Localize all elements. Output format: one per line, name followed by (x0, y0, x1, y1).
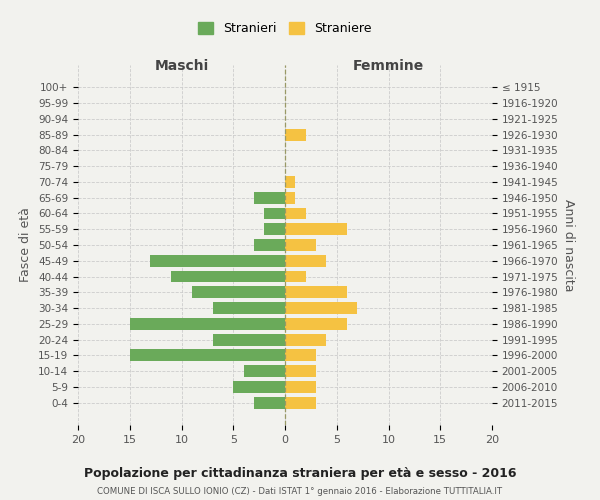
Bar (265, 224, 285, 235)
Bar (285, 334, 326, 345)
Text: Maschi: Maschi (154, 59, 209, 73)
Bar (285, 270, 306, 282)
Bar (285, 381, 316, 393)
Bar (254, 397, 285, 408)
Legend: Stranieri, Straniere: Stranieri, Straniere (193, 18, 377, 40)
Bar (130, 350, 285, 362)
Bar (285, 366, 316, 377)
Bar (130, 318, 285, 330)
Bar (285, 128, 306, 140)
Bar (254, 239, 285, 251)
Bar (244, 366, 285, 377)
Bar (192, 286, 285, 298)
Bar (285, 350, 316, 362)
Bar (212, 302, 285, 314)
Bar (254, 192, 285, 203)
Text: COMUNE DI ISCA SULLO IONIO (CZ) - Dati ISTAT 1° gennaio 2016 - Elaborazione TUTT: COMUNE DI ISCA SULLO IONIO (CZ) - Dati I… (97, 488, 503, 496)
Bar (285, 397, 316, 408)
Y-axis label: Anni di nascita: Anni di nascita (562, 198, 575, 291)
Bar (285, 255, 326, 266)
Bar (265, 208, 285, 220)
Bar (233, 381, 285, 393)
Bar (171, 270, 285, 282)
Bar (212, 334, 285, 345)
Bar (285, 224, 347, 235)
Text: Popolazione per cittadinanza straniera per età e sesso - 2016: Popolazione per cittadinanza straniera p… (84, 468, 516, 480)
Bar (285, 208, 306, 220)
Y-axis label: Fasce di età: Fasce di età (19, 208, 32, 282)
Bar (285, 286, 347, 298)
Bar (151, 255, 285, 266)
Bar (285, 239, 316, 251)
Bar (285, 318, 347, 330)
Text: Femmine: Femmine (353, 59, 424, 73)
Bar (285, 192, 295, 203)
Bar (285, 176, 295, 188)
Bar (285, 302, 358, 314)
